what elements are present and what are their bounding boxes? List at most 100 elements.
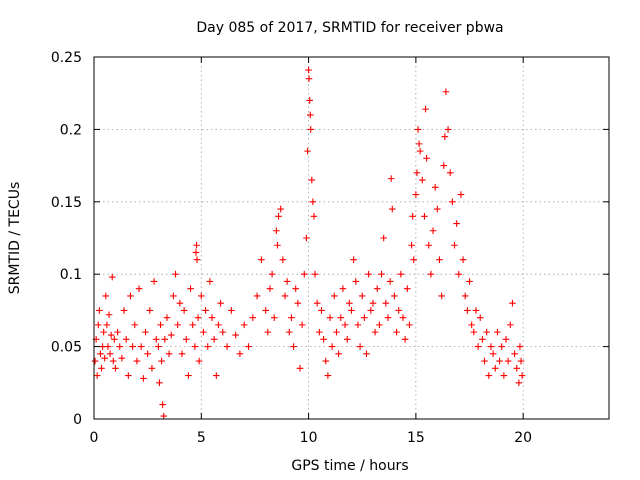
data-point: [513, 365, 521, 372]
data-point: [300, 270, 308, 278]
data-point: [470, 328, 478, 336]
data-point: [249, 314, 257, 321]
data-point: [275, 212, 282, 220]
data-point: [194, 314, 202, 321]
plot-frame: [93, 56, 610, 420]
data-point: [309, 198, 317, 206]
data-point: [298, 321, 306, 329]
data-point: [337, 314, 345, 321]
data-point: [268, 270, 276, 278]
data-point: [397, 270, 405, 278]
data-point: [453, 220, 460, 227]
data-point: [518, 372, 526, 379]
data-point: [348, 307, 355, 314]
data-point: [378, 270, 385, 278]
data-point: [98, 365, 105, 372]
data-point: [427, 270, 435, 278]
data-point: [464, 307, 471, 314]
data-point: [161, 336, 169, 343]
data-point: [262, 307, 269, 314]
data-point: [509, 299, 516, 307]
data-point: [206, 278, 214, 285]
data-point: [172, 270, 179, 278]
data-point: [150, 278, 158, 285]
data-point: [306, 97, 313, 104]
data-point: [144, 350, 151, 358]
x-axis-label: GPS time / hours: [291, 458, 408, 474]
data-point: [122, 336, 130, 343]
data-point: [401, 336, 409, 343]
data-point: [112, 365, 119, 372]
data-point: [489, 350, 497, 358]
data-point: [296, 365, 304, 372]
data-point: [474, 343, 482, 350]
data-point: [373, 285, 381, 292]
data-point: [504, 357, 512, 365]
data-point: [131, 321, 139, 329]
data-point: [516, 343, 524, 350]
data-point: [290, 343, 297, 350]
data-point: [270, 314, 278, 321]
data-point: [481, 357, 488, 365]
data-point: [279, 256, 287, 264]
data-point: [185, 372, 192, 379]
data-point: [160, 412, 168, 420]
data-point: [326, 314, 334, 321]
data-point: [376, 321, 383, 329]
data-point: [232, 331, 239, 339]
data-point: [292, 285, 300, 292]
data-point: [421, 212, 428, 220]
data-point: [356, 343, 364, 350]
data-point: [305, 66, 312, 74]
data-point: [103, 321, 111, 329]
data-point: [511, 350, 518, 358]
data-point: [365, 270, 372, 278]
data-point: [393, 328, 400, 336]
data-point: [423, 155, 430, 162]
data-point: [155, 343, 162, 350]
data-point: [341, 321, 349, 329]
data-point: [146, 307, 154, 314]
data-point: [485, 372, 493, 379]
data-point: [163, 314, 171, 321]
data-point: [476, 314, 484, 321]
data-point: [236, 350, 244, 358]
data-point: [283, 278, 291, 285]
data-point: [118, 354, 126, 362]
data-point: [157, 321, 164, 329]
data-point: [197, 292, 205, 300]
data-point: [187, 285, 194, 292]
data-point: [137, 343, 145, 350]
data-point: [331, 292, 338, 300]
data-point: [472, 307, 480, 314]
data-point: [425, 241, 433, 249]
data-point: [277, 205, 284, 213]
data-point: [380, 234, 387, 242]
data-point: [324, 372, 332, 379]
data-point: [228, 307, 235, 314]
data-point: [204, 343, 212, 350]
data-point: [367, 307, 375, 314]
data-point: [111, 336, 118, 343]
x-tick-label: 20: [514, 430, 532, 446]
data-point: [515, 379, 523, 387]
data-point: [446, 169, 454, 177]
data-point: [288, 314, 295, 321]
data-point: [455, 270, 463, 278]
data-point: [316, 328, 323, 336]
data-point: [285, 328, 293, 336]
y-tick-label: 0.25: [51, 50, 82, 66]
data-point: [459, 256, 467, 264]
data-point: [174, 321, 181, 329]
data-point: [101, 354, 109, 362]
data-point: [105, 311, 113, 319]
data-point: [496, 357, 503, 365]
data-point: [441, 133, 449, 140]
data-point: [202, 307, 209, 314]
data-point: [245, 343, 252, 350]
data-point: [350, 256, 357, 264]
data-point: [333, 328, 340, 336]
data-point: [307, 126, 315, 133]
data-point: [195, 357, 203, 365]
y-tick-label: 0.2: [60, 122, 82, 138]
